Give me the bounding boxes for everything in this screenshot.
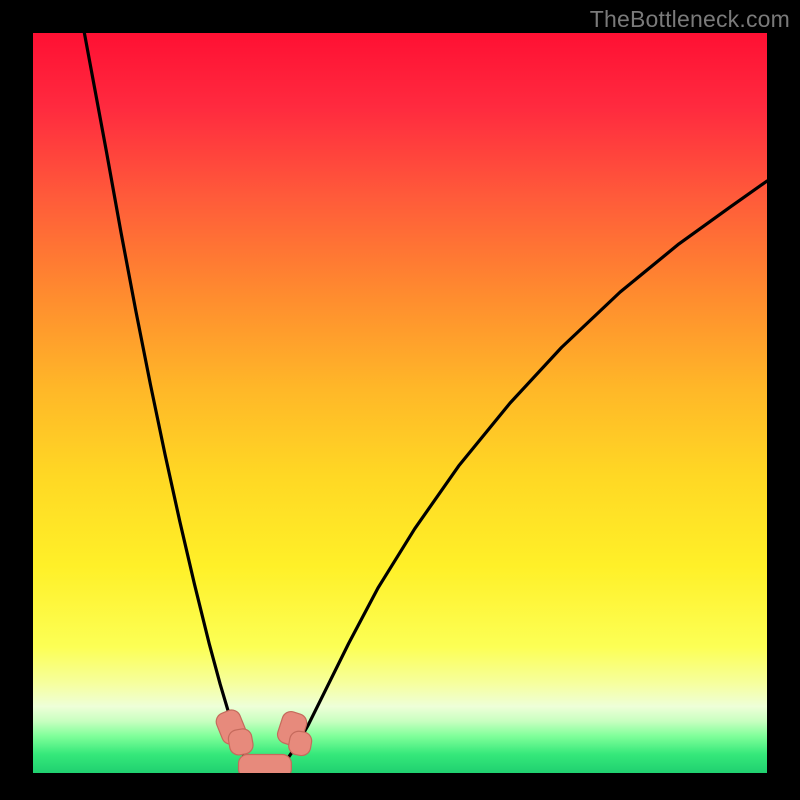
gradient-background bbox=[33, 33, 767, 773]
marker-blob-4 bbox=[239, 755, 292, 774]
chart-root: TheBottleneck.com bbox=[0, 0, 800, 800]
plot-area bbox=[33, 33, 767, 773]
watermark-text: TheBottleneck.com bbox=[590, 6, 790, 33]
plot-svg bbox=[33, 33, 767, 773]
